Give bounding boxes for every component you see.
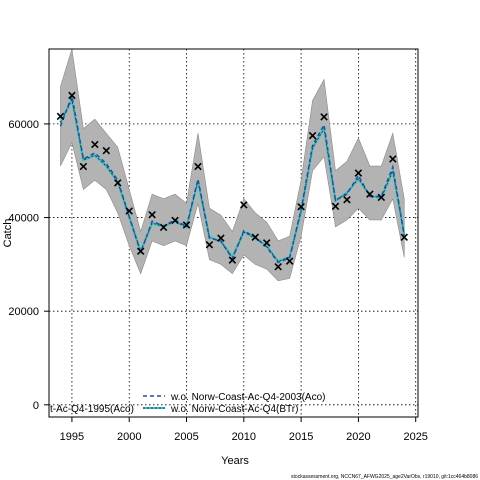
observed-point-2011 bbox=[251, 233, 260, 241]
confidence-band-area bbox=[60, 48, 405, 282]
y-tick-label-2: 40000 bbox=[8, 213, 39, 225]
x-tick-label-0: 1995 bbox=[60, 431, 84, 443]
observed-point-1996 bbox=[79, 162, 88, 171]
observed-point-1997 bbox=[91, 140, 99, 149]
watermark: stockassessment.org, NCCN67_AFWG2025_age… bbox=[291, 474, 478, 480]
series-line-aco bbox=[59, 93, 405, 264]
observed-point-2007 bbox=[205, 240, 214, 249]
observed-point-2006 bbox=[194, 162, 202, 171]
observed-point-2005 bbox=[182, 221, 191, 229]
observed-point-1994 bbox=[56, 112, 65, 121]
y-tick-label-3: 60000 bbox=[8, 119, 39, 131]
legend-entry-2: w.o. Norw-Coast-Ac-Q4(BTr) bbox=[170, 404, 298, 415]
observed-point-2024 bbox=[400, 233, 409, 241]
observed-point-2008 bbox=[217, 234, 225, 242]
observed-point-2010 bbox=[240, 201, 248, 209]
observed-point-2004 bbox=[171, 216, 179, 225]
observed-point-2002 bbox=[148, 210, 156, 219]
legend: t-Ac-Q4-1995(Aco) w.o. Norw-Coast-Ac-Q4-… bbox=[50, 392, 326, 415]
observed-point-1998 bbox=[102, 146, 111, 155]
observed-point-2013 bbox=[274, 262, 282, 271]
x-axis-label: Years bbox=[221, 455, 249, 467]
x-tick-label-4: 2015 bbox=[289, 431, 313, 443]
observed-point-2018 bbox=[331, 202, 340, 211]
observed-point-2014 bbox=[285, 257, 294, 265]
x-axis: 1995 2000 2005 2010 2015 2020 2025 bbox=[60, 417, 428, 443]
observed-point-2019 bbox=[343, 195, 351, 204]
observed-point-2001 bbox=[136, 247, 145, 256]
observed-point-2015 bbox=[297, 203, 305, 211]
observed-point-2000 bbox=[125, 207, 133, 215]
x-tick-label-6: 2025 bbox=[403, 431, 427, 443]
x-tick-label-1: 2000 bbox=[117, 431, 141, 443]
observed-point-2021 bbox=[366, 190, 374, 198]
plot-frame bbox=[48, 48, 419, 418]
confidence-band bbox=[60, 48, 405, 282]
observed-point-2017 bbox=[320, 113, 328, 121]
y-axis-label: Catch bbox=[2, 219, 14, 248]
observed-points bbox=[56, 91, 409, 271]
y-axis: 0 20000 40000 60000 bbox=[8, 119, 49, 412]
observed-point-2016 bbox=[308, 131, 317, 140]
y-tick-label-1: 20000 bbox=[8, 306, 39, 318]
observed-point-2023 bbox=[389, 155, 397, 163]
observed-point-1999 bbox=[113, 179, 122, 187]
x-tick-label-3: 2010 bbox=[232, 431, 256, 443]
observed-point-2020 bbox=[354, 169, 363, 177]
legend-entry-clipped: t-Ac-Q4-1995(Aco) bbox=[50, 404, 134, 415]
x-tick-label-2: 2005 bbox=[174, 431, 198, 443]
observed-point-2009 bbox=[228, 256, 237, 264]
x-tick-label-5: 2020 bbox=[346, 431, 370, 443]
observed-point-2003 bbox=[159, 223, 168, 232]
observed-point-2012 bbox=[262, 239, 271, 247]
observed-point-2022 bbox=[377, 193, 386, 202]
observed-point-1995 bbox=[68, 91, 76, 100]
y-tick-label-0: 0 bbox=[33, 400, 39, 412]
legend-entry-1: w.o. Norw-Coast-Ac-Q4-2003(Aco) bbox=[170, 392, 326, 403]
